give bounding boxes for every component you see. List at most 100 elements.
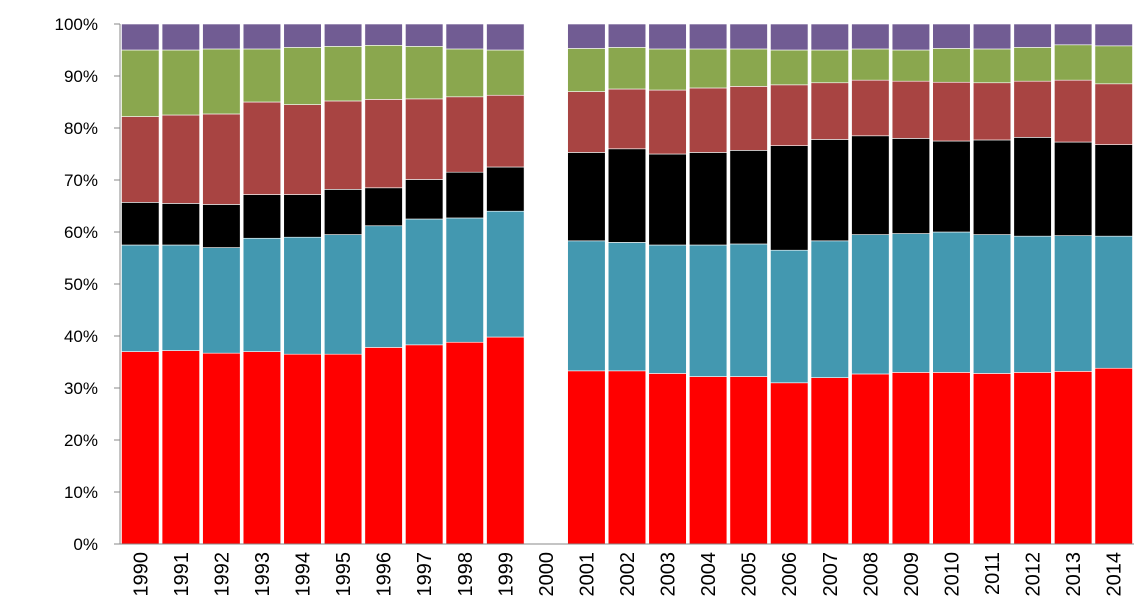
bar-segment [202, 247, 241, 354]
y-tick-label: 0% [73, 535, 98, 554]
bar-segment [972, 373, 1012, 545]
bar-segment [770, 145, 809, 251]
bar-segment [202, 113, 241, 205]
bar-segment [1094, 83, 1133, 145]
bar-segment [810, 23, 849, 51]
bar-segment [932, 372, 971, 545]
bar-segment [445, 96, 484, 173]
x-tick-label: 2000 [536, 552, 558, 597]
bar-segment [323, 100, 363, 190]
x-tick-label: 1994 [293, 552, 315, 597]
y-tick-label: 90% [64, 67, 98, 86]
bar-segment [1094, 367, 1133, 545]
x-tick-label: 2013 [1063, 552, 1085, 597]
bar-segment [283, 23, 322, 48]
bar-segment [567, 91, 606, 153]
x-tick-label: 2002 [617, 552, 639, 597]
bar-segment [1094, 23, 1133, 47]
bar-segment [851, 48, 890, 81]
bar-segment [1054, 141, 1093, 236]
bar-segment [445, 217, 484, 343]
bar-segment [161, 350, 200, 545]
bar-segment [202, 23, 241, 50]
bar-segment [1013, 80, 1052, 138]
y-tick-label: 10% [64, 483, 98, 502]
bar-segment [567, 152, 606, 242]
bar-segment [323, 189, 363, 235]
bar-segment [323, 353, 363, 545]
bar-segment [405, 23, 444, 47]
x-tick-label: 2007 [820, 552, 842, 597]
bar-segment [567, 370, 606, 545]
bar-segment [891, 233, 931, 373]
bar-segment [851, 79, 890, 137]
bar-segment [486, 166, 525, 212]
bar-segment [405, 179, 444, 220]
x-tick-label: 2010 [941, 552, 963, 597]
bar-segment [1094, 45, 1133, 85]
bar-segment [283, 194, 322, 238]
bar-segment [486, 210, 525, 338]
x-tick-label: 2011 [982, 552, 1004, 595]
bar-segment [364, 225, 403, 348]
bar-segment [810, 49, 849, 84]
x-tick-label: 1993 [252, 552, 274, 597]
x-tick-label: 2003 [658, 552, 680, 597]
bar-segment [323, 23, 363, 47]
bar-segment [567, 240, 606, 372]
bar-segment [689, 23, 728, 50]
bar-segment [161, 114, 200, 204]
bar-segment [364, 99, 403, 189]
bar-segment [567, 48, 606, 92]
bar-segment [607, 148, 647, 243]
bar-segment [729, 376, 768, 545]
bar-segment [1054, 44, 1093, 81]
bar-segment [972, 139, 1012, 235]
x-tick-label: 2004 [698, 552, 720, 597]
bar-segment [851, 373, 890, 545]
bar-segment [689, 87, 728, 153]
bar-segment [445, 171, 484, 219]
bar-segment [283, 353, 322, 545]
bar-segment [242, 48, 282, 103]
bar-segment [932, 23, 971, 49]
bar-segment [486, 94, 525, 168]
bar-segment [689, 48, 728, 89]
y-tick-label: 80% [64, 119, 98, 138]
bar-segment [1013, 47, 1052, 82]
x-tick-label: 1999 [495, 552, 517, 597]
bar-segment [161, 23, 200, 51]
bar-segment [972, 48, 1012, 84]
bar-segment [283, 236, 322, 355]
bar-segment [932, 140, 971, 233]
bar-segment [932, 48, 971, 83]
bar-segment [648, 373, 687, 545]
x-tick-label: 1997 [414, 552, 436, 597]
bar-segment [972, 82, 1012, 141]
x-tick-label: 1991 [171, 552, 193, 597]
bar-segment [202, 48, 241, 115]
bar-segment [486, 49, 525, 96]
bar-segment [689, 244, 728, 377]
y-tick-label: 100% [55, 15, 98, 34]
bar-segment [567, 23, 606, 49]
bar-segment [770, 84, 809, 146]
bar-segment [364, 187, 403, 227]
bar-segment [486, 23, 525, 51]
bar-segment [607, 88, 647, 150]
bar-segment [202, 352, 241, 545]
bar-segment [323, 46, 363, 102]
bar-segment [972, 23, 1012, 50]
bar-segment [689, 152, 728, 246]
bar-segment [121, 351, 160, 545]
x-tick-label: 2005 [739, 552, 761, 597]
x-tick-label: 2008 [860, 552, 882, 597]
x-tick-label: 1996 [374, 552, 396, 597]
bar-segment [932, 81, 971, 142]
x-tick-label: 2009 [901, 552, 923, 597]
bar-segment [405, 46, 444, 100]
bar-segment [242, 194, 282, 239]
y-tick-label: 30% [64, 379, 98, 398]
